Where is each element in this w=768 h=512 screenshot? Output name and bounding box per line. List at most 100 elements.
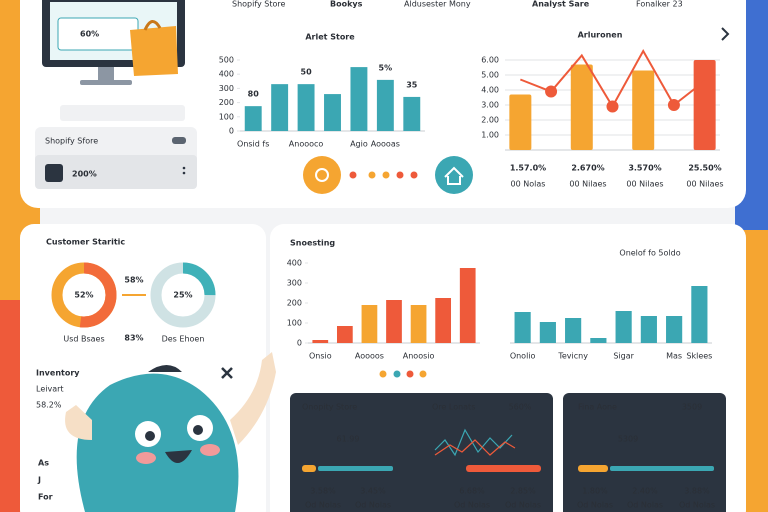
play-button[interactable] [303,156,341,194]
bar [693,60,716,150]
y-tick-label: 400 [219,70,234,79]
toggle [172,137,186,144]
card-stat-label: Od Nolas [577,501,613,510]
x-tick-label: Anoooco [289,140,324,149]
stat-label: 00 Nolas [511,180,546,189]
pager-dot[interactable] [396,171,404,179]
bar [435,298,452,343]
x-tick-label: Agio [350,140,368,149]
card-stat-label: Od Nolas [679,501,715,510]
home-icon [444,166,464,185]
y-tick-label: 200 [219,98,234,107]
mascot-mouth [165,450,192,464]
card-amount: 5309 [618,435,638,444]
x-tick-label: Tevicny [557,352,588,361]
next-arrow[interactable] [721,27,730,41]
x-tick-label: Anoosio [403,352,435,361]
y-tick-label: 100 [219,112,234,121]
bar [312,340,329,343]
monitor-stand [98,67,114,81]
card-stat: 3.58% [310,487,336,496]
card-stat-label: Od Nolas [627,501,663,510]
store-card-body [35,155,197,189]
x-tick-label: Aoooos [355,352,384,361]
y-tick-label: 300 [219,84,234,93]
mascot-pupil [193,425,203,435]
card-stat: 3.88% [684,487,710,496]
shopping-bag [130,26,178,76]
mascot-arm [230,352,276,445]
stat-value: 2.670% [571,164,604,173]
pager-dot[interactable] [406,370,414,378]
pager-dot[interactable] [382,171,390,179]
x-tick-label: Onolio [510,352,536,361]
pager-dot[interactable] [419,370,427,378]
store-icon [45,164,63,182]
pager-dot[interactable] [410,171,418,179]
card-stat-label: Od Nolas [305,501,341,510]
inventory-line: As [38,459,49,468]
y-tick-label: 4.00 [481,86,499,95]
donut-note: 58% [124,276,143,285]
y-tick-label: 400 [287,259,302,268]
line-point [545,85,558,98]
close-icon[interactable] [221,367,233,379]
bar [361,305,378,343]
progress [318,466,393,471]
pager-dot[interactable] [379,370,387,378]
bar [615,311,632,343]
x-tick-label: Onsio [309,352,332,361]
card-title: Onopity Store [302,403,357,412]
nav-tab: Aldusester Mony [404,0,471,9]
progress [302,465,316,472]
stat-label: 00 Nilaes [569,180,606,189]
inventory-subtitle: Leivart [36,385,64,394]
donut-label: 52% [74,291,93,300]
menu-dot [182,166,186,170]
bar-note: 80 [248,90,260,99]
bar [336,326,353,343]
donut-label: 25% [173,291,192,300]
section-title: Customer Staritic [46,238,125,247]
y-tick-label: 300 [287,279,302,288]
y-tick-label: 3.00 [481,101,499,110]
card-value: 3509 [682,403,702,412]
bar [632,70,655,150]
card-stat: 2.85% [510,487,536,496]
edge-red [0,300,22,512]
bar [514,312,531,343]
stat-value: 25.50% [688,164,721,173]
home-button[interactable] [435,156,473,194]
stat-label: 00 Nilaes [626,180,663,189]
nav-tab: Shopify Store [232,0,286,9]
pager-dot[interactable] [349,171,357,179]
nav-tab: Fonalker 23 [636,0,683,9]
pager-dot[interactable] [393,370,401,378]
bar [350,67,368,131]
nav-tab: Analyst Sare [532,0,590,9]
dark-card [563,393,726,512]
bar [509,94,532,150]
progress [466,465,541,472]
inventory-title: Inventory [36,369,80,378]
stat-label: 00 Nilaes [686,180,723,189]
x-tick-label: Aoooas [371,140,400,149]
chart-title: Snoesting [290,239,335,248]
bar [666,316,683,343]
y-tick-label: 200 [287,299,302,308]
placeholder-bar [60,105,185,121]
bar [539,322,556,343]
bar-note: 5% [379,63,393,72]
inventory-line: J [37,476,41,485]
bar [640,316,657,343]
pager-dot[interactable] [368,171,376,179]
bar [386,300,402,343]
stat-value: 1.57.0% [510,164,546,173]
inventory-value: 58.2% [36,401,62,410]
card-stat: 6.68% [459,487,485,496]
progress [610,466,714,471]
card-stat-label: Od Nolas [355,501,391,510]
stat-value: 3.570% [628,164,661,173]
y-tick-label: 0 [229,127,234,136]
x-tick-label: Onsid fs [237,140,269,149]
